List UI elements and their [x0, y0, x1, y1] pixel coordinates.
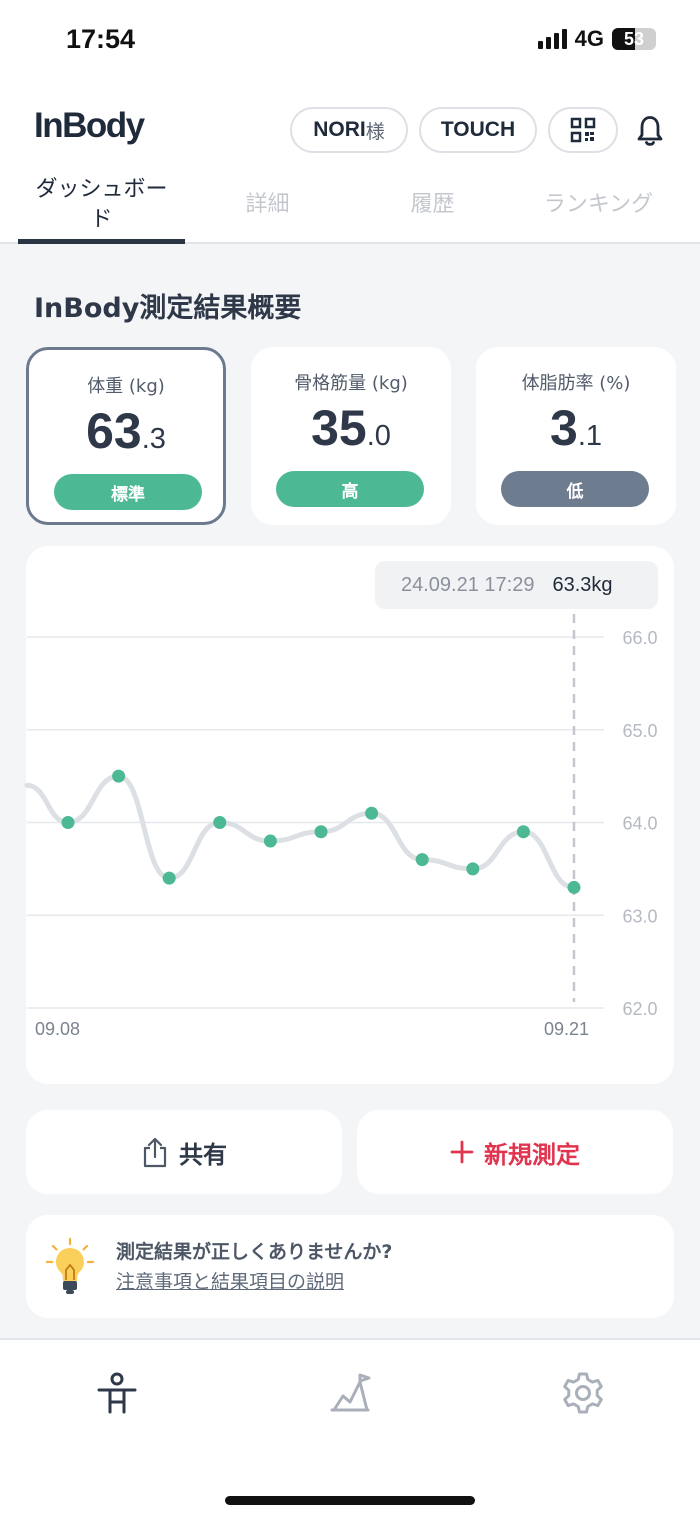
body-figure-icon[interactable]: [94, 1370, 140, 1416]
metric-label: 体脂肪率 (%): [521, 373, 631, 394]
tab-history[interactable]: 履歴: [410, 192, 455, 217]
new-measurement-button[interactable]: 新規測定: [357, 1110, 673, 1194]
data-point: [567, 880, 581, 894]
tab-details[interactable]: 詳細: [245, 192, 290, 217]
chart-tooltip: 24.09.21 17:29 63.3kg: [375, 561, 658, 609]
signal-icon: [537, 29, 567, 49]
data-point: [365, 806, 379, 820]
settings-gear-icon[interactable]: [560, 1370, 606, 1416]
user-name-button[interactable]: NORI 様: [290, 107, 408, 153]
home-indicator: [225, 1496, 475, 1505]
share-label: 共有: [179, 1140, 227, 1169]
data-point: [314, 825, 328, 839]
weight-chart-card: [26, 546, 674, 1084]
y-tick-label: 63.0: [622, 906, 657, 926]
battery-icon: 53: [612, 28, 656, 50]
touch-button[interactable]: TOUCH: [419, 107, 537, 153]
info-help-link[interactable]: 注意事項と結果項目の説明: [116, 1271, 345, 1293]
active-tab-indicator: [18, 239, 185, 244]
weight-line-chart[interactable]: 66.065.064.063.062.009.08 09.21: [0, 0, 700, 1100]
status-badge: 標準: [54, 474, 202, 510]
metric-value: 3.1: [476, 399, 676, 457]
tooltip-date: 24.09.21 17:29: [401, 573, 535, 596]
status-icons: 4G 53: [537, 26, 656, 52]
metric-value-dec: .3: [141, 423, 166, 455]
metric-card-body-fat[interactable]: 体脂肪率 (%) 3.1 低: [476, 347, 676, 525]
new-measurement-label: 新規測定: [484, 1140, 580, 1169]
data-point: [112, 769, 126, 783]
trend-mountain-icon[interactable]: [327, 1370, 373, 1416]
bell-icon[interactable]: [630, 110, 670, 150]
metric-label: 体重 (kg): [87, 376, 165, 397]
info-card[interactable]: 測定結果が正しくありませんか? 注意事項と結果項目の説明: [26, 1215, 674, 1318]
plus-icon: [450, 1140, 474, 1164]
y-tick-label: 62.0: [622, 999, 657, 1019]
metric-value-int: 63: [86, 403, 142, 459]
touch-label: TOUCH: [440, 118, 516, 141]
tab-dashboard[interactable]: ダッシュボー ド: [35, 177, 168, 232]
metric-value-int: 35: [311, 400, 367, 456]
y-tick-label: 66.0: [622, 628, 657, 648]
y-tick-label: 64.0: [622, 814, 657, 834]
metric-card-muscle[interactable]: 骨格筋量 (kg) 35.0 高: [251, 347, 451, 525]
info-question: 測定結果が正しくありませんか?: [116, 1241, 393, 1263]
lightbulb-icon: [45, 1237, 95, 1294]
tooltip-value: 63.3kg: [552, 573, 613, 596]
metric-label: 骨格筋量 (kg): [294, 373, 408, 394]
data-point: [466, 862, 480, 876]
metric-value-dec: .1: [577, 420, 602, 452]
x-tick-label: 09.21: [544, 1019, 589, 1039]
x-tick-label: 09.08: [35, 1019, 80, 1039]
qr-button[interactable]: [548, 107, 618, 153]
network-label: 4G: [574, 26, 604, 51]
status-time: 17:54: [66, 24, 136, 54]
inbody-logo: InBody: [34, 106, 145, 145]
summary-title: InBody測定結果概要: [34, 293, 302, 324]
status-badge: 低: [501, 471, 649, 507]
data-point: [415, 853, 429, 867]
user-honorific: 様: [365, 120, 385, 143]
metric-value-dec: .0: [366, 420, 391, 452]
status-badge: 高: [276, 471, 424, 507]
share-button[interactable]: 共有: [26, 1110, 342, 1194]
tab-bar: ダッシュボー ド 詳細 履歴 ランキング: [0, 168, 700, 244]
metric-value-int: 3: [550, 400, 578, 456]
share-icon: [143, 1137, 167, 1168]
metric-card-weight[interactable]: 体重 (kg) 63.3 標準: [26, 347, 226, 525]
y-tick-label: 65.0: [622, 721, 657, 741]
data-point: [162, 871, 176, 885]
data-point: [213, 816, 227, 829]
qr-code-icon: [570, 117, 596, 143]
user-name: NORI: [313, 118, 366, 141]
metric-value: 63.3: [29, 402, 223, 460]
tab-ranking[interactable]: ランキング: [543, 192, 654, 217]
bottom-nav: [0, 1338, 700, 1514]
battery-level: 53: [623, 29, 645, 49]
series-line: [24, 773, 577, 890]
data-point: [516, 825, 530, 839]
top-area: 17:54 4G 53 InBody NORI 様 TOUCH ダッシュボー: [0, 0, 700, 244]
metric-value: 35.0: [251, 399, 451, 457]
data-point: [263, 834, 277, 848]
data-point: [61, 816, 75, 829]
